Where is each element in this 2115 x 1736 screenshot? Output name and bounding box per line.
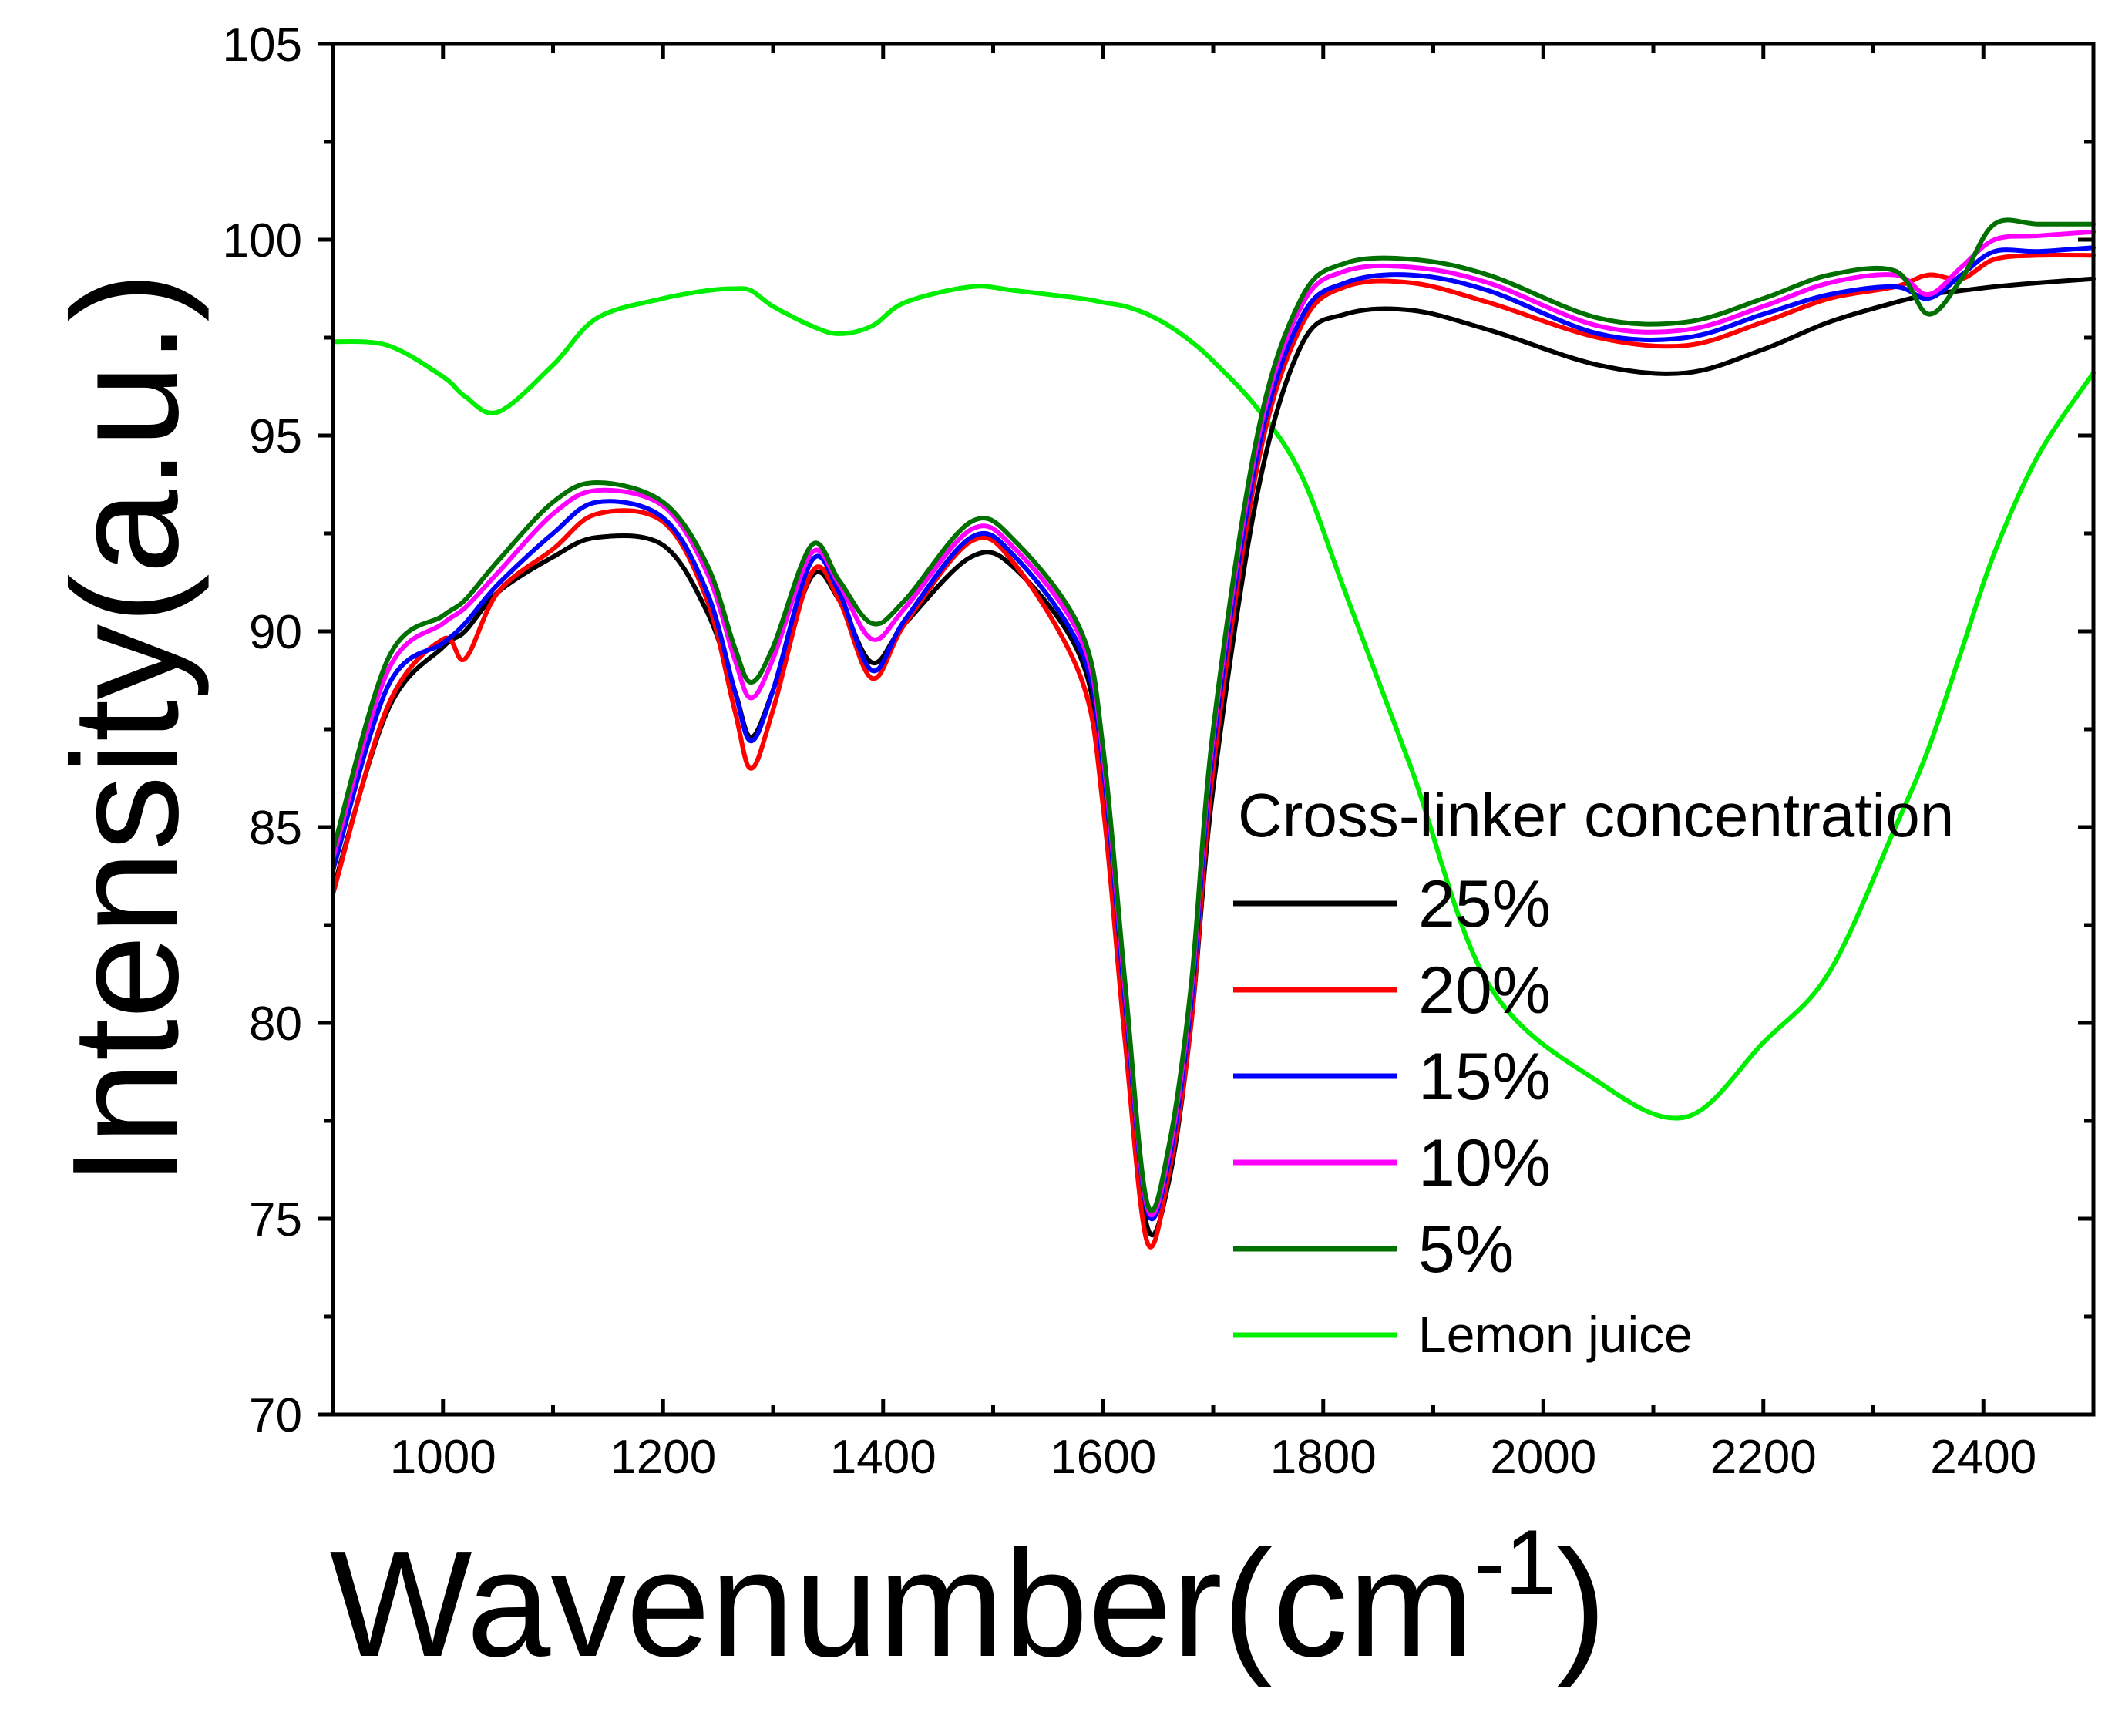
x-axis-ticks: 1000 1200 1400 1600 1800 2000 2200 2400 [331, 44, 2096, 1484]
series-layer [331, 217, 2096, 1250]
x-tick-label: 2200 [1710, 1431, 1817, 1484]
y-tick-label: 70 [249, 1389, 302, 1442]
x-tick-label: 1200 [610, 1431, 716, 1484]
x-tick-label: 2000 [1490, 1431, 1596, 1484]
y-axis-title: Intensity(a.u.) [41, 271, 210, 1186]
legend: Cross-linker concentration 25% 20% 15% 10% 5%… [1233, 781, 1954, 1363]
legend-label: 20% [1418, 954, 1551, 1028]
legend-label: 25% [1418, 867, 1551, 941]
legend-title: Cross-linker concentration [1238, 781, 1954, 849]
x-tick-label: 1400 [830, 1431, 936, 1484]
y-tick-label: 95 [249, 410, 302, 463]
y-axis-ticks: 70 75 80 85 90 95 100 105 [223, 19, 2093, 1442]
series-line-lemon-juice [331, 284, 2096, 1121]
x-tick-label: 1000 [390, 1431, 496, 1484]
legend-label: 15% [1418, 1040, 1551, 1114]
y-tick-label: 100 [223, 214, 302, 267]
x-axis-title-superscript: -1 [1474, 1511, 1556, 1614]
y-tick-label: 85 [249, 802, 302, 855]
x-tick-label: 1800 [1270, 1431, 1377, 1484]
y-tick-label: 80 [249, 998, 302, 1051]
y-tick-label: 105 [223, 19, 302, 72]
series-line-20 [331, 252, 2096, 1250]
x-axis-title-main: Wavenumber(cm [330, 1519, 1474, 1688]
x-tick-label: 1600 [1050, 1431, 1156, 1484]
x-axis-title: Wavenumber(cm-1) [330, 1511, 1607, 1688]
series-line-5 [331, 217, 2096, 1213]
legend-label: 10% [1418, 1126, 1551, 1200]
x-tick-label: 2400 [1930, 1431, 2036, 1484]
y-tick-label: 90 [249, 606, 302, 659]
x-axis-title-close: ) [1556, 1519, 1606, 1688]
legend-label: 5% [1418, 1213, 1514, 1287]
y-tick-label: 75 [249, 1193, 302, 1246]
legend-label: Lemon juice [1418, 1306, 1693, 1363]
